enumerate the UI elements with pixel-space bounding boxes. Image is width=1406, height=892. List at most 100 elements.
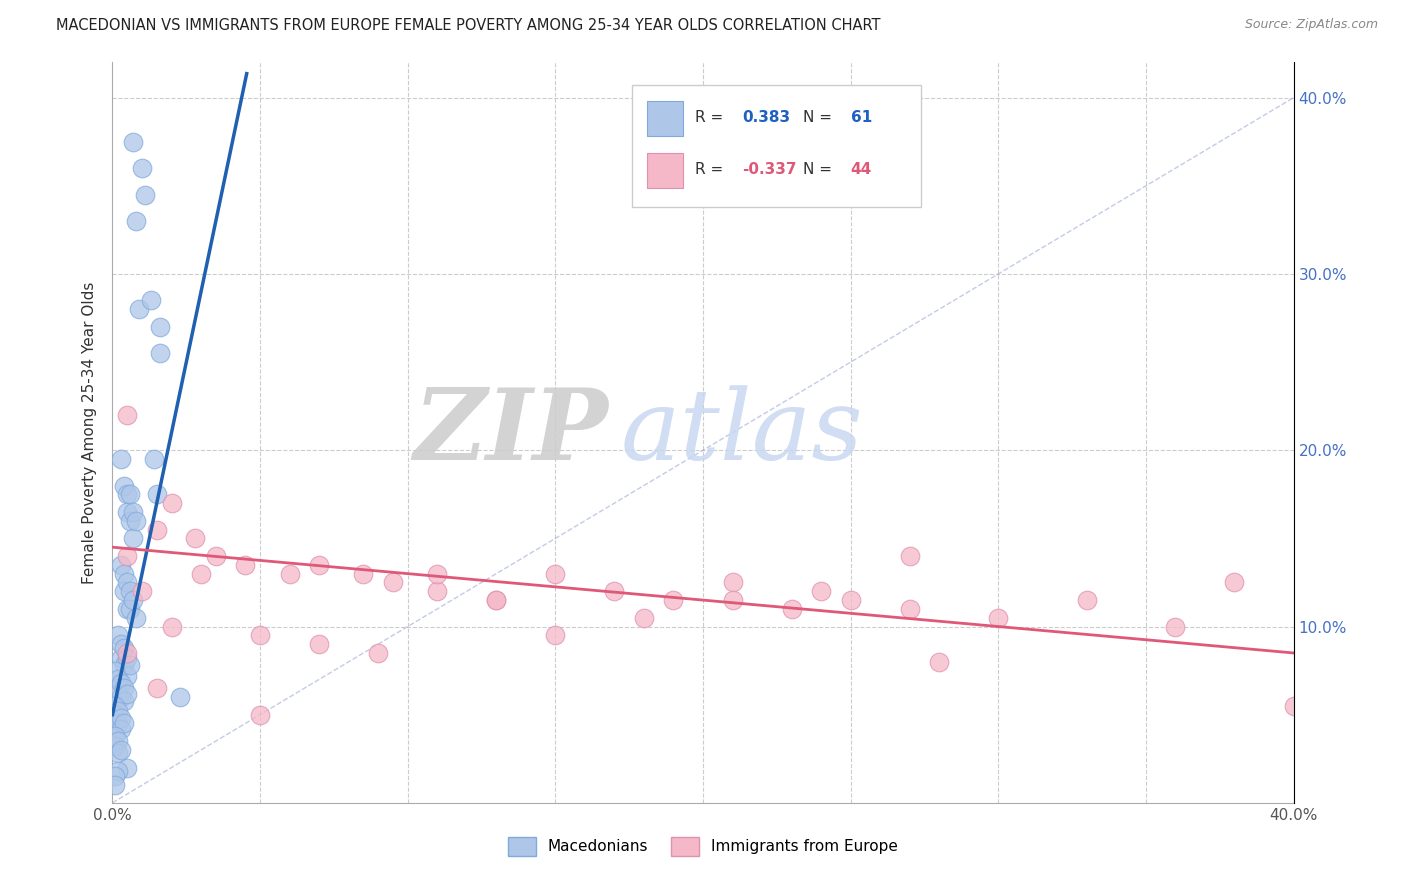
Point [117,549,138,563]
Point [146,523,169,537]
Point [112,693,135,707]
Point [107,704,129,718]
Point [110,637,132,651]
Point [117,646,138,660]
Point [134,187,156,202]
Text: N =: N = [803,162,837,178]
Point [117,669,138,683]
FancyBboxPatch shape [633,85,921,207]
Point [110,676,132,690]
Point [249,628,271,642]
Point [987,610,1010,624]
Point [169,690,191,704]
Point [104,769,127,783]
Point [367,646,389,660]
Point [131,161,153,176]
Point [104,664,127,678]
Point [839,593,862,607]
Text: atlas: atlas [620,385,863,480]
Text: N =: N = [803,111,837,126]
Text: 44: 44 [851,162,872,178]
Point [122,505,145,519]
Point [1223,575,1246,590]
Point [249,707,271,722]
Point [110,651,132,665]
Point [131,584,153,599]
Point [104,739,127,754]
Point [107,747,129,761]
Point [485,593,508,607]
Point [107,716,129,731]
Point [308,558,330,572]
Point [146,681,169,696]
Point [139,293,162,308]
Point [122,593,145,607]
Point [112,584,135,599]
Point [352,566,374,581]
Point [107,734,129,748]
Text: R =: R = [695,162,728,178]
Legend: Macedonians, Immigrants from Europe: Macedonians, Immigrants from Europe [502,831,904,862]
Point [382,575,405,590]
Point [426,566,449,581]
Point [120,514,142,528]
Point [633,610,655,624]
Point [146,487,169,501]
Point [104,707,127,722]
FancyBboxPatch shape [648,101,683,136]
Point [112,478,135,492]
Point [898,602,921,616]
Point [107,681,129,696]
Point [112,658,135,673]
Point [190,566,212,581]
FancyBboxPatch shape [648,153,683,188]
Point [122,135,145,149]
Point [112,640,135,655]
Point [544,628,567,642]
Point [112,716,135,731]
Text: ZIP: ZIP [413,384,609,481]
Point [780,602,803,616]
Point [107,673,129,687]
Point [104,729,127,743]
Point [160,619,183,633]
Point [1164,619,1187,633]
Text: 0.383: 0.383 [742,111,790,126]
Text: Source: ZipAtlas.com: Source: ZipAtlas.com [1244,18,1378,31]
Point [110,558,132,572]
Point [128,302,150,317]
Point [184,532,207,546]
Point [810,584,832,599]
Point [104,698,127,713]
Point [110,690,132,704]
Y-axis label: Female Poverty Among 25-34 Year Olds: Female Poverty Among 25-34 Year Olds [82,282,97,583]
Point [485,593,508,607]
Point [125,214,148,228]
Point [110,743,132,757]
Point [278,566,301,581]
Point [120,658,142,673]
Point [603,584,626,599]
Point [142,452,165,467]
Point [117,760,138,774]
Point [149,319,172,334]
Point [160,496,183,510]
Point [205,549,228,563]
Text: MACEDONIAN VS IMMIGRANTS FROM EUROPE FEMALE POVERTY AMONG 25-34 YEAR OLDS CORREL: MACEDONIAN VS IMMIGRANTS FROM EUROPE FEM… [56,18,880,33]
Text: 61: 61 [851,111,872,126]
Point [104,778,127,792]
Point [721,593,744,607]
Point [117,602,138,616]
Point [426,584,449,599]
Point [110,722,132,736]
Point [928,655,950,669]
Point [544,566,567,581]
Point [662,593,685,607]
Text: -0.337: -0.337 [742,162,796,178]
Point [120,487,142,501]
Point [117,575,138,590]
Point [117,487,138,501]
Point [120,602,142,616]
Point [308,637,330,651]
Point [125,610,148,624]
